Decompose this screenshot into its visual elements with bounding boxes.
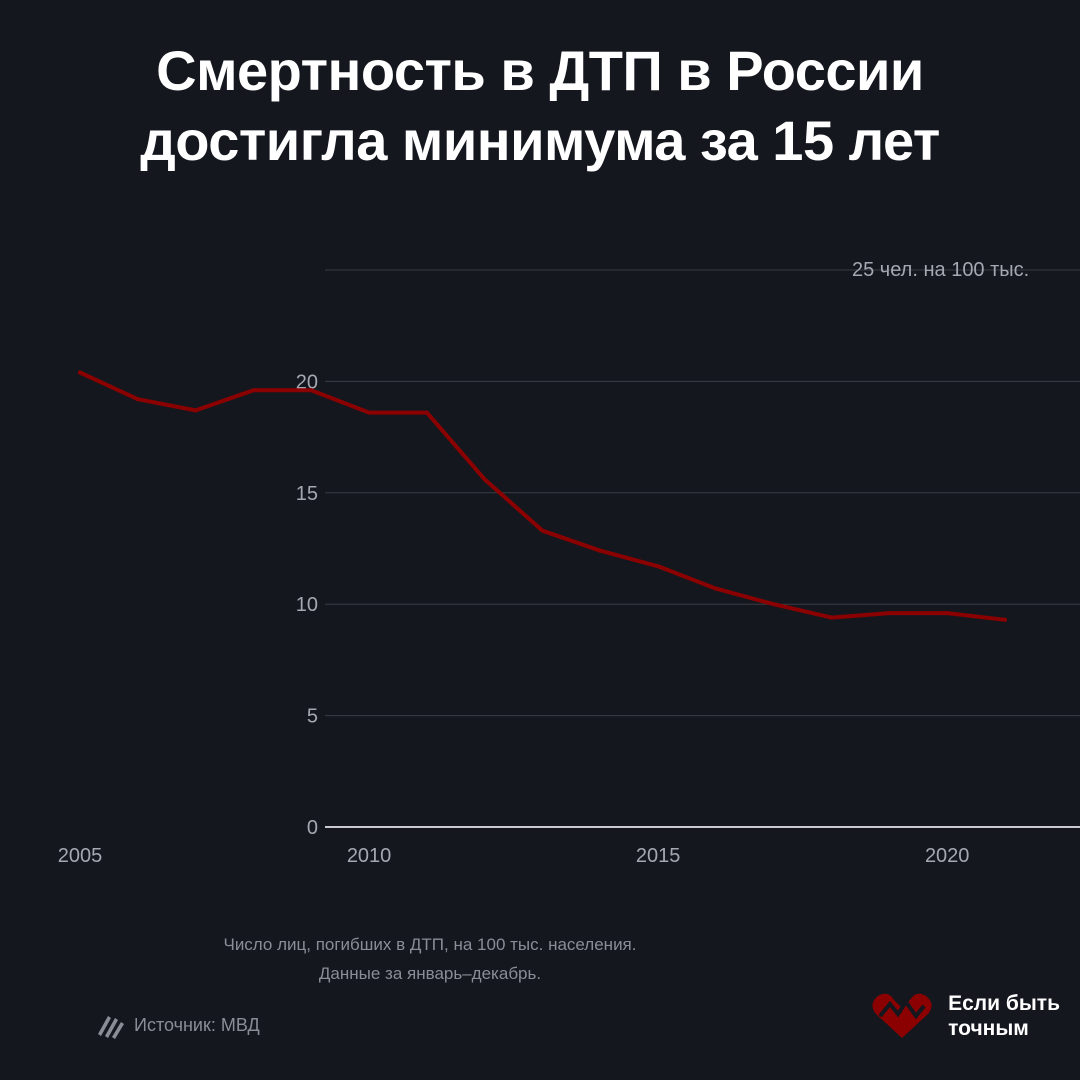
data-point-2017 — [771, 602, 776, 607]
data-point-2008 — [251, 388, 256, 393]
series-line-0 — [78, 370, 1007, 622]
data-point-2013 — [540, 528, 545, 533]
data-point-2015 — [656, 564, 661, 569]
data-point-2006 — [135, 397, 140, 402]
chart-title: Смертность в ДТП в России достигла миним… — [0, 36, 1080, 176]
data-point-2011 — [424, 410, 429, 415]
data-point-2014 — [598, 548, 603, 553]
data-point-2012 — [482, 477, 487, 482]
data-point-2020 — [945, 611, 950, 616]
logo-text: Если быть точным — [948, 991, 1060, 1041]
logo-line-2: точным — [948, 1017, 1029, 1040]
source-logo-icon — [98, 1016, 124, 1039]
title-line-2: достигла минимума за 15 лет — [140, 109, 940, 172]
source-label: Источник: МВД — [134, 1014, 260, 1035]
x-tick-label-2010: 2010 — [347, 845, 392, 867]
x-tick-label-2020: 2020 — [925, 845, 970, 867]
y-tick-label-10: 10 — [296, 594, 318, 616]
y-tick-label-0: 0 — [307, 817, 318, 839]
x-tick-label-2015: 2015 — [636, 845, 681, 867]
y-unit-label: 25 чел. на 100 тыс. — [852, 259, 1029, 281]
footnote-line-2: Данные за январь–декабрь. — [318, 964, 542, 983]
y-tick-label-5: 5 — [307, 706, 318, 728]
footnote-line-1: Число лиц, погибших в ДТП, на 100 тыс. н… — [223, 935, 637, 954]
data-point-2005 — [78, 370, 82, 375]
data-point-2016 — [713, 586, 718, 591]
data-point-2007 — [193, 408, 198, 413]
source: Источник: МВД — [96, 1010, 260, 1040]
y-tick-label-15: 15 — [296, 483, 318, 505]
data-point-2021 — [1003, 617, 1007, 622]
brand-logo: Если быть точным — [870, 990, 1060, 1042]
data-point-2009 — [309, 388, 314, 393]
data-point-2019 — [887, 611, 892, 616]
x-tick-label-2005: 2005 — [58, 845, 103, 867]
data-point-2010 — [367, 410, 372, 415]
data-point-2018 — [829, 615, 834, 620]
y-tick-label-20: 20 — [296, 371, 318, 393]
heart-icon — [872, 993, 932, 1038]
title-line-1: Смертность в ДТП в России — [156, 39, 924, 102]
logo-line-1: Если быть — [948, 992, 1060, 1015]
